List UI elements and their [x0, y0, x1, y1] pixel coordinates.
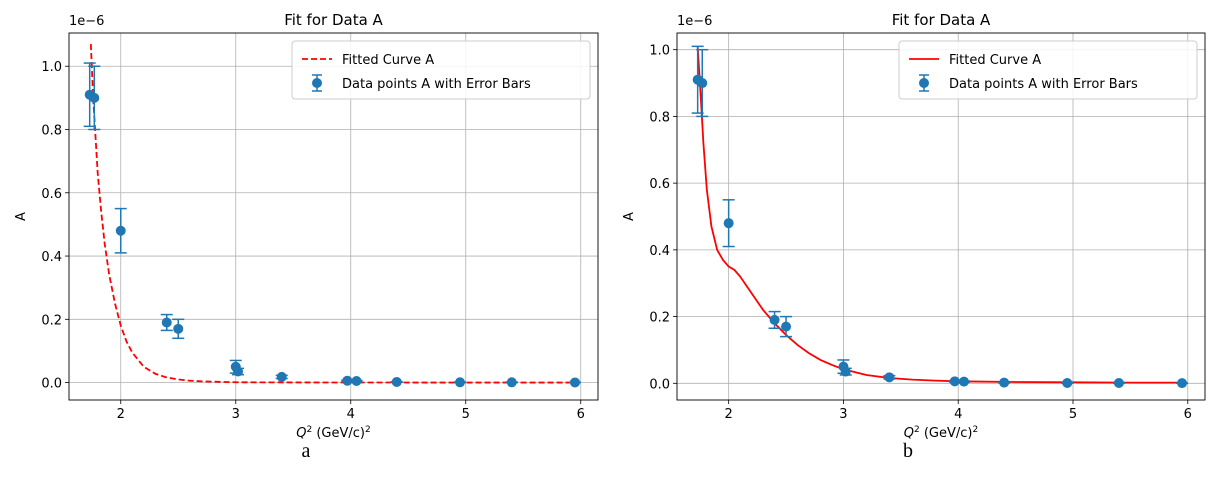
y-tick-label: 1.0	[649, 44, 670, 59]
data-point	[161, 317, 172, 328]
data-point	[1062, 377, 1073, 388]
x-tick-label: 4	[347, 407, 355, 422]
data-point	[233, 366, 244, 377]
y-tick-label: 0.8	[41, 123, 62, 138]
panel-caption-a: a	[301, 440, 311, 462]
data-point	[570, 377, 580, 388]
legend-entry-label: Fitted Curve A	[949, 53, 1041, 68]
legend-marker-swatch	[919, 78, 929, 88]
legend-box	[291, 40, 591, 100]
y-tick-label: 0.8	[649, 110, 670, 125]
y-offset-label: 1e−6	[677, 14, 712, 29]
data-points-group	[83, 62, 581, 388]
y-tick-label: 0.6	[41, 187, 62, 202]
y-offset-label: 1e−6	[69, 14, 104, 29]
y-tick-label: 0.0	[649, 377, 670, 392]
legend-entry-label: Data points A with Error Bars	[342, 77, 531, 92]
fitted-curve-line	[696, 46, 1183, 384]
legend: Fitted Curve A Data points A with Error B…	[898, 40, 1198, 100]
y-tick-label: 0.2	[41, 313, 62, 328]
x-tick-label: 5	[1069, 407, 1077, 422]
y-axis-label: A	[14, 212, 29, 221]
legend-entry-label: Data points A with Error Bars	[949, 77, 1138, 92]
legend: Fitted Curve A Data points A with Error B…	[291, 40, 591, 100]
y-tick-label: 0.2	[649, 311, 670, 326]
x-tick-label: 2	[117, 407, 125, 422]
data-point	[884, 372, 895, 383]
data-point	[1177, 378, 1188, 389]
chart-title: Fit for Data A	[892, 11, 991, 29]
panel-caption-b: b	[903, 440, 913, 462]
x-axis-label: Q2 (GeV/c)2	[296, 425, 370, 441]
data-point	[506, 377, 517, 388]
data-point	[999, 377, 1010, 388]
legend-marker-swatch	[312, 78, 322, 88]
data-point	[723, 218, 734, 229]
data-point	[173, 323, 184, 334]
data-point	[342, 375, 353, 386]
data-point	[1113, 377, 1124, 388]
data-points-group	[691, 45, 1189, 389]
x-tick-label: 3	[232, 407, 240, 422]
data-point	[351, 376, 362, 387]
panel-b: 2 3 4 5 6 0.0 0.2 0.4 0.6 0.8 1.0 Fit for Data A 1e−…	[622, 11, 1206, 441]
y-axis-label: A	[622, 212, 637, 221]
chart-title: Fit for Data A	[284, 11, 383, 29]
data-point	[276, 371, 287, 382]
data-point	[949, 376, 960, 387]
x-axis-label: Q2 (GeV/c)2	[904, 425, 978, 441]
y-tick-label: 0.4	[649, 244, 670, 259]
legend-box	[898, 40, 1198, 100]
x-tick-label: 5	[462, 407, 470, 422]
y-tick-label: 0.0	[41, 377, 62, 392]
data-point	[455, 377, 465, 388]
x-tick-label: 2	[725, 407, 733, 422]
data-point	[781, 321, 792, 332]
x-tick-label: 3	[839, 407, 847, 422]
fitted-curve-line	[89, 44, 575, 384]
plot-frame	[676, 32, 1206, 401]
data-point	[769, 314, 780, 325]
data-point	[115, 225, 126, 236]
y-tick-label: 0.6	[649, 177, 670, 192]
data-point	[697, 78, 708, 89]
data-point	[958, 376, 969, 387]
x-tick-label: 6	[577, 407, 585, 422]
x-tick-label: 4	[954, 407, 962, 422]
data-point	[89, 92, 100, 103]
plot-frame	[68, 32, 599, 401]
legend-entry-label: Fitted Curve A	[342, 53, 434, 68]
data-point	[840, 366, 851, 377]
x-tick-label: 6	[1184, 407, 1192, 422]
data-point	[391, 376, 402, 387]
y-tick-label: 1.0	[41, 60, 62, 75]
y-tick-label: 0.4	[41, 250, 62, 265]
panel-a: 2 3 4 5 6 0.0 0.2 0.4 0.6 0.8 1.0 Fit for Data A 1e−…	[14, 11, 599, 441]
